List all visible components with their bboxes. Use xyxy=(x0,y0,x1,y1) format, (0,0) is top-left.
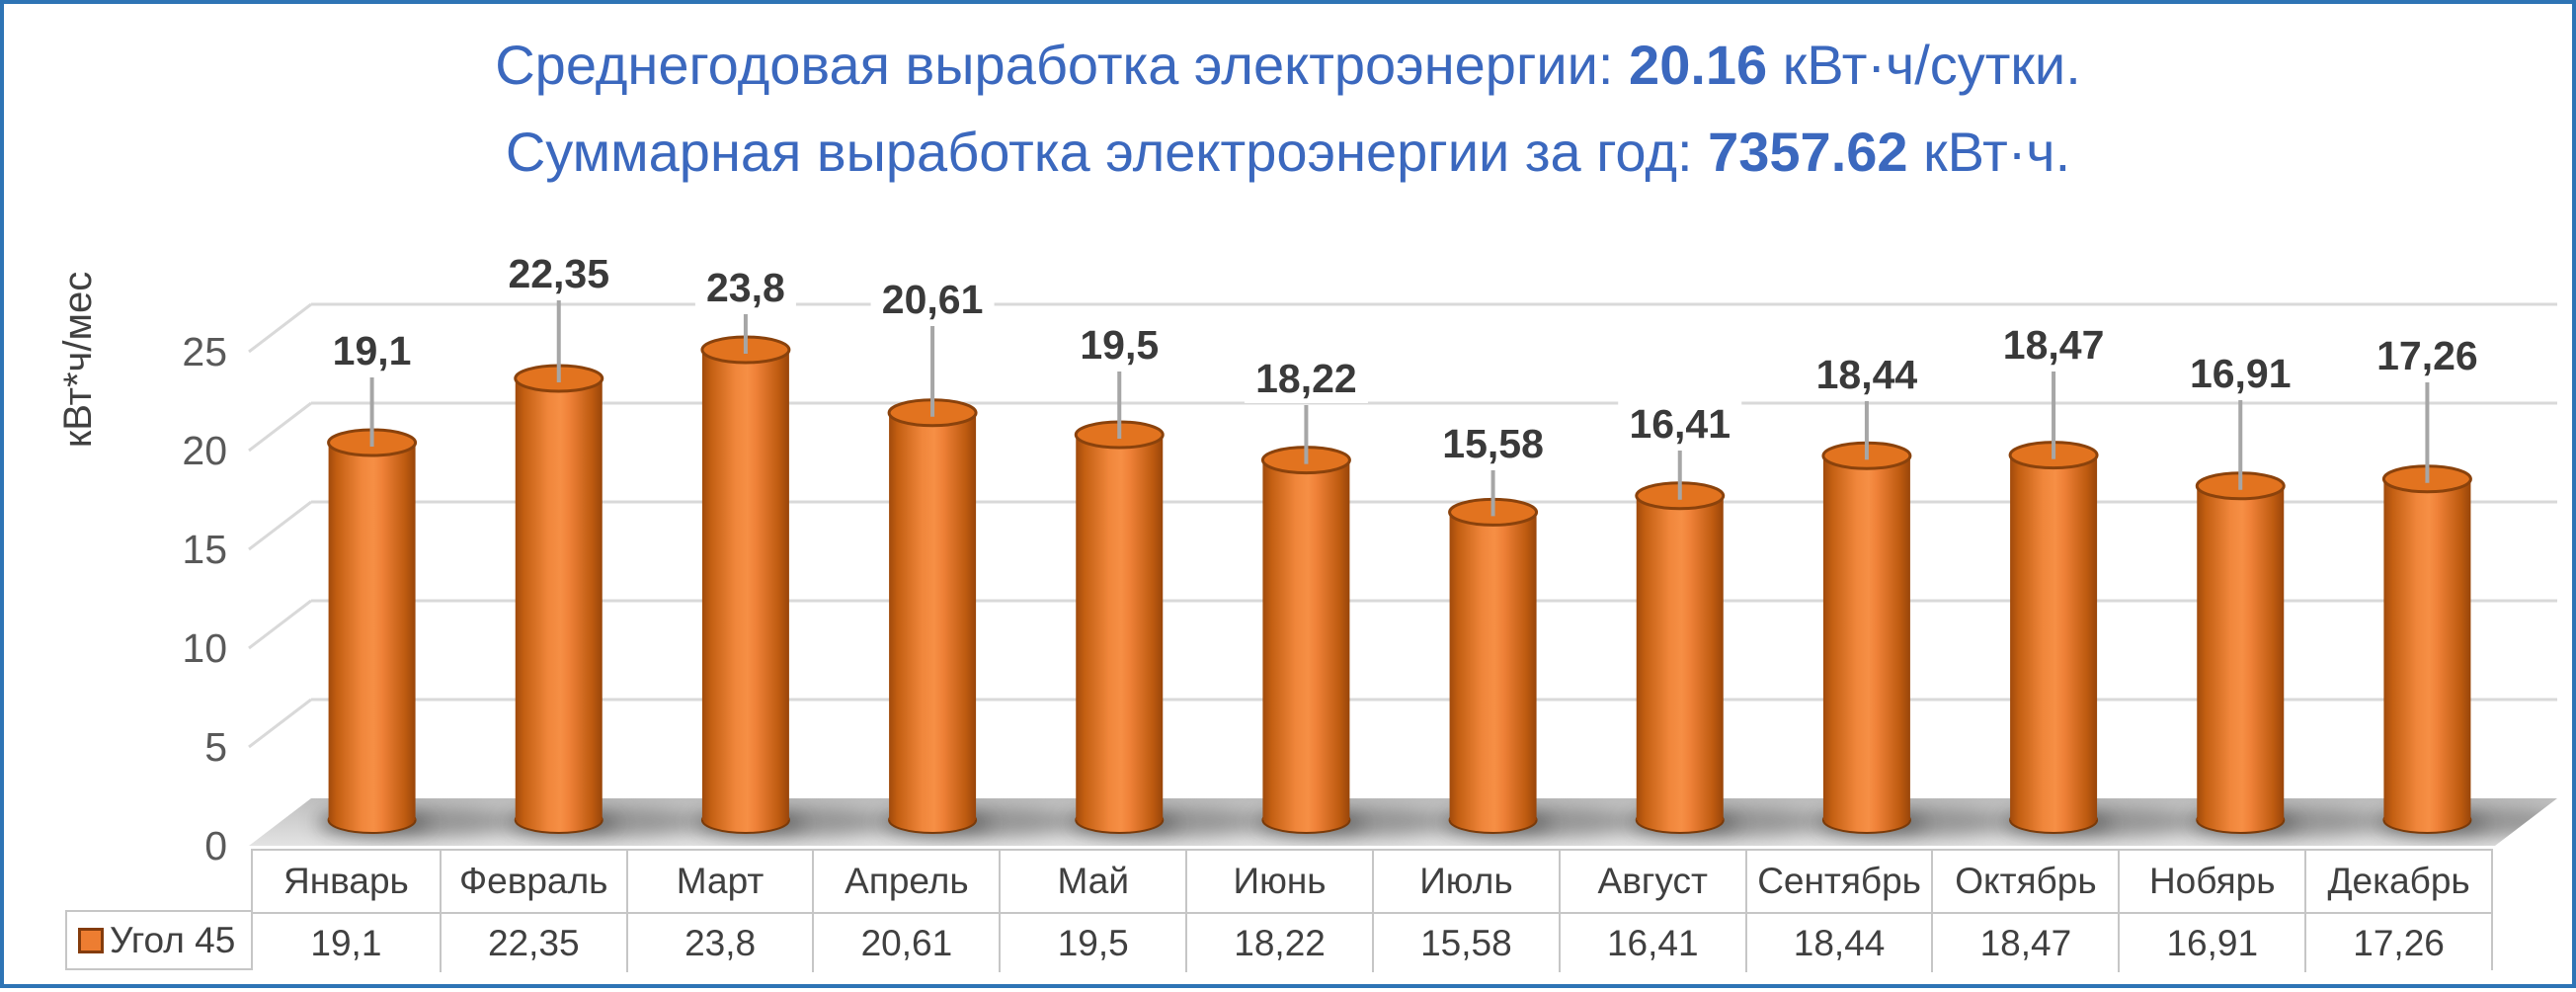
data-label-background xyxy=(2178,347,2302,398)
y-axis-title: кВт*ч/мес xyxy=(56,272,100,448)
bar-cylinder xyxy=(887,398,978,834)
bar-data-label: 15,58 xyxy=(1442,421,1544,466)
month-header-cell: Март xyxy=(625,851,813,912)
y-axis-tick-label: 25 xyxy=(182,329,227,374)
bar-data-label: 17,26 xyxy=(2376,333,2478,378)
bar-data-label: 22,35 xyxy=(508,251,609,296)
month-header-cell: Апрель xyxy=(812,851,1000,912)
bar-data-label: 18,44 xyxy=(1816,352,1918,397)
value-cell: 16,41 xyxy=(1558,912,1745,972)
value-cell: 19,1 xyxy=(253,912,440,972)
bar-cylinder xyxy=(2195,471,2286,834)
data-label-background xyxy=(1431,417,1556,468)
bar-cylinder xyxy=(1821,441,1912,834)
data-label-background xyxy=(497,247,621,298)
data-label-background xyxy=(1069,318,1170,370)
bar-data-label: 16,41 xyxy=(1629,401,1731,447)
y-axis-tick-label: 15 xyxy=(182,527,227,572)
bar-cylinder xyxy=(1074,420,1165,834)
data-label-background xyxy=(870,273,995,324)
month-header-cell: Нобярь xyxy=(2118,851,2305,912)
legend-series-swatch-icon xyxy=(78,927,104,953)
grid-connector xyxy=(248,500,312,551)
title-avg-prefix: Среднегодовая выработка электроэнергии: xyxy=(495,34,1630,96)
y-axis-tick-label: 20 xyxy=(182,428,227,473)
bar-data-label: 18,22 xyxy=(1255,356,1357,401)
bar-data-label: 20,61 xyxy=(882,277,984,322)
value-cell: 18,47 xyxy=(1931,912,2119,972)
bar-data-label: 18,47 xyxy=(2003,322,2105,368)
bar-data-label: 16,91 xyxy=(2190,351,2292,396)
avg-daily-value: 20.16 xyxy=(1629,34,1768,96)
data-label-background xyxy=(1805,348,1929,399)
value-cell: 15,58 xyxy=(1371,912,1559,972)
bar-cylinder xyxy=(327,428,418,834)
value-cell: 23,8 xyxy=(625,912,813,972)
bar-cylinder xyxy=(1635,481,1726,834)
value-cell: 19,5 xyxy=(999,912,1186,972)
value-cell: 18,22 xyxy=(1185,912,1372,972)
y-axis-tick-label: 10 xyxy=(182,625,227,671)
bar-cylinder xyxy=(1260,446,1351,834)
value-cell: 17,26 xyxy=(2304,912,2491,972)
title-line-average: Среднегодовая выработка электроэнергии: … xyxy=(4,22,2572,109)
bar-cylinder xyxy=(700,335,791,834)
grid-connector xyxy=(248,698,312,749)
grid-connector xyxy=(248,302,312,354)
grid-connector xyxy=(248,599,312,650)
data-label-background xyxy=(321,324,423,375)
month-header-cell: Сентябрь xyxy=(1744,851,1932,912)
data-table: Январь Февраль Март Апрель Май Июнь Июль Август… xyxy=(251,849,2493,972)
data-label-background xyxy=(1618,397,1742,449)
value-cell: 18,44 xyxy=(1744,912,1932,972)
bar-cylinder xyxy=(1448,497,1539,834)
data-label-background xyxy=(694,261,796,312)
chart-title: Среднегодовая выработка электроэнергии: … xyxy=(4,22,2572,196)
month-header-cell: Май xyxy=(999,851,1186,912)
y-axis-tick-label: 0 xyxy=(204,823,227,868)
bar-cylinder xyxy=(2008,441,2099,834)
title-total-prefix: Суммарная выработка электроэнергии за го… xyxy=(505,121,1709,183)
data-label-background xyxy=(1991,318,2116,370)
grid-connector xyxy=(248,401,312,453)
month-header-cell: Июль xyxy=(1371,851,1559,912)
month-header-cell: Июнь xyxy=(1185,851,1372,912)
month-header-cell: Декабрь xyxy=(2304,851,2491,912)
value-cell: 22,35 xyxy=(439,912,626,972)
data-label-background xyxy=(2365,329,2489,380)
month-header-cell: Октябрь xyxy=(1931,851,2119,912)
month-header-cell: Январь xyxy=(253,851,440,912)
annual-total-value: 7357.62 xyxy=(1708,121,1908,183)
title-total-suffix: кВт·ч. xyxy=(1907,121,2071,183)
bar-chart-plot: 0 5 10 15 20 25 кВт*ч/мес 19,1 22,35 23,8 20,61 19,… xyxy=(56,247,2557,868)
month-header-cell: Август xyxy=(1558,851,1745,912)
y-axis-tick-label: 5 xyxy=(204,724,227,770)
month-header-cell: Февраль xyxy=(439,851,626,912)
bar-cylinder xyxy=(2381,464,2472,834)
bar-cylinder xyxy=(514,364,604,834)
legend: Угол 45 xyxy=(65,910,251,970)
legend-series-label: Угол 45 xyxy=(110,919,236,960)
title-line-total: Суммарная выработка электроэнергии за го… xyxy=(4,109,2572,196)
bar-data-label: 19,5 xyxy=(1080,322,1159,368)
data-label-background xyxy=(1244,352,1368,403)
bar-data-label: 23,8 xyxy=(706,265,785,310)
value-cell: 16,91 xyxy=(2118,912,2305,972)
value-cell: 20,61 xyxy=(812,912,1000,972)
bar-data-label: 19,1 xyxy=(333,328,412,373)
title-avg-suffix: кВт·ч/сутки. xyxy=(1767,34,2081,96)
